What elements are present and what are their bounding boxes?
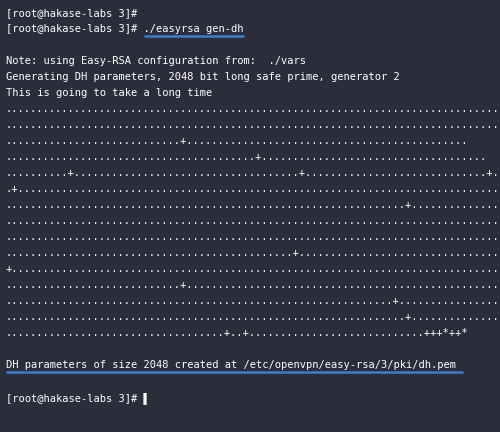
Text: [root@hakase-labs 3]#: [root@hakase-labs 3]#: [6, 8, 137, 18]
Text: +...............................................................................: +.......................................…: [6, 264, 500, 274]
Text: [root@hakase-labs 3]# ./easyrsa gen-dh: [root@hakase-labs 3]# ./easyrsa gen-dh: [6, 24, 244, 34]
Text: Generating DH parameters, 2048 bit long safe prime, generator 2: Generating DH parameters, 2048 bit long …: [6, 72, 400, 82]
Text: [root@hakase-labs 3]# ▌: [root@hakase-labs 3]# ▌: [6, 392, 150, 404]
Text: ..............................................+.................................: ........................................…: [6, 248, 500, 258]
Text: ................................................................................: ........................................…: [6, 104, 500, 114]
Text: This is going to take a long time: This is going to take a long time: [6, 88, 212, 98]
Text: .+..............................................................................: .+......................................…: [6, 184, 500, 194]
Text: ............................+...................................................: ............................+...........…: [6, 280, 500, 290]
Text: ..........+....................................+.............................+..: ..........+.............................…: [6, 168, 500, 178]
Text: ........................................+....................................: ........................................…: [6, 152, 487, 162]
Text: ..............................................................+.................: ........................................…: [6, 296, 500, 306]
Text: ............................+.............................................: ............................+...........…: [6, 136, 468, 146]
Text: DH parameters of size 2048 created at /etc/openvpn/easy-rsa/3/pki/dh.pem: DH parameters of size 2048 created at /e…: [6, 360, 456, 370]
Text: ................................................................................: ........................................…: [6, 216, 500, 226]
Text: ................................................................................: ........................................…: [6, 120, 500, 130]
Text: ................................................................................: ........................................…: [6, 232, 500, 242]
Text: ................................................................+...............: ........................................…: [6, 200, 500, 210]
Text: ...................................+..+............................+++*++*: ...................................+..+.…: [6, 328, 468, 338]
Text: ................................................................+..............: ........................................…: [6, 312, 500, 322]
Text: Note: using Easy-RSA configuration from:  ./vars: Note: using Easy-RSA configuration from:…: [6, 56, 306, 66]
